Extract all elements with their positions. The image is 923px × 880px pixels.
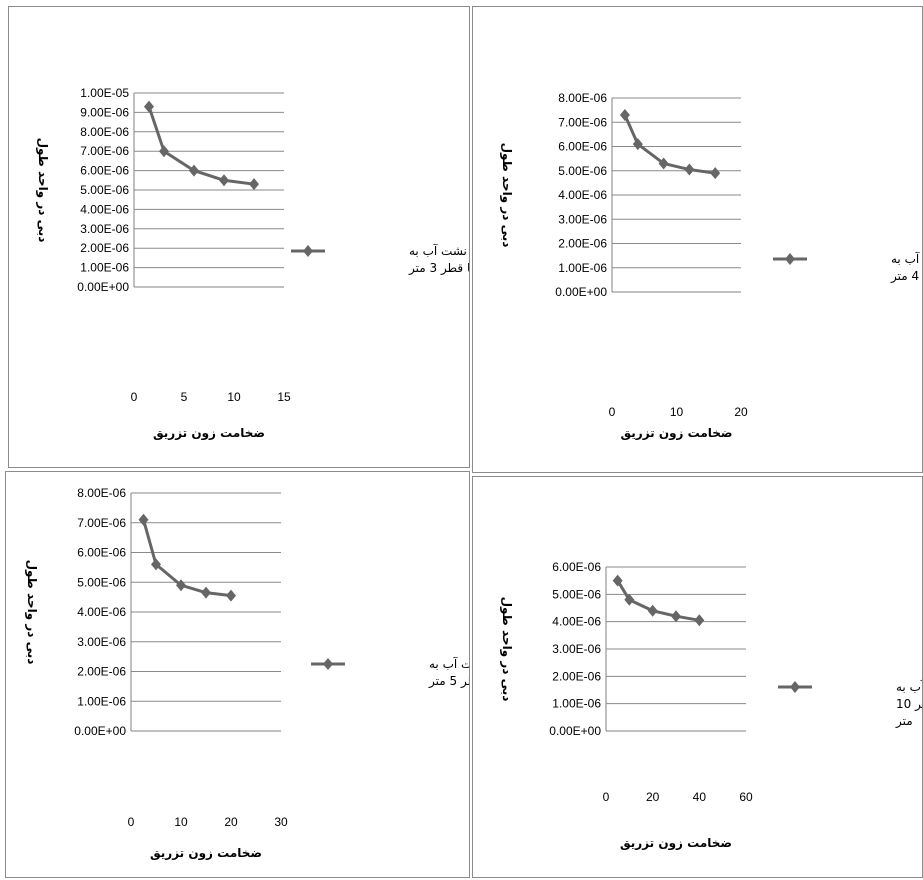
y-tick-label: 4.00E-06 — [77, 605, 126, 619]
y-tick-label: 0.00E+00 — [555, 285, 607, 299]
y-tick-label: 1.00E-05 — [80, 86, 129, 100]
y-tick-label: 2.00E-06 — [552, 669, 601, 683]
data-point-marker — [619, 108, 630, 121]
x-tick-label: 0 — [609, 405, 616, 419]
y-tick-label: 9.00E-06 — [80, 105, 129, 119]
data-point-marker — [684, 163, 695, 176]
chart-1: 0.00E+00 1.00E-06 2.00E-06 3.00E-06 4.00E-06… — [35, 86, 469, 441]
data-point-marker — [647, 604, 658, 617]
y-tick-label: 4.00E-06 — [80, 202, 129, 216]
y-tick-label: 5.00E-06 — [558, 164, 607, 178]
data-point-marker — [624, 593, 635, 606]
data-point-marker — [632, 138, 643, 151]
series-line — [147, 106, 255, 186]
y-tick-label: 4.00E-06 — [552, 615, 601, 629]
x-axis-title: ضخامت زون تزریق — [620, 426, 732, 441]
y-axis-title: دبی در واحد طول — [499, 143, 514, 248]
y-tick-label: 7.00E-06 — [558, 115, 607, 129]
x-tick-label: 0 — [131, 390, 138, 404]
y-tick-label: 0.00E+00 — [549, 724, 601, 738]
y-tick-label: 6.00E-06 — [558, 140, 607, 154]
chart-2: 0.00E+00 1.00E-06 2.00E-06 3.00E-06 4.00E-06… — [499, 91, 922, 441]
y-tick-label: 0.00E+00 — [74, 724, 126, 738]
y-tick-label: 5.00E-06 — [77, 575, 126, 589]
data-point-marker — [694, 614, 705, 627]
x-tick-label: 0 — [603, 790, 610, 804]
chart-panel-2: 0.00E+00 1.00E-06 2.00E-06 3.00E-06 4.00E-06… — [472, 6, 923, 473]
y-tick-label: 2.00E-06 — [80, 241, 129, 255]
y-tick-label: 5.00E-06 — [552, 587, 601, 601]
legend-marker — [785, 253, 795, 265]
x-axis-title: ضخامت زون تزریق — [150, 846, 262, 861]
x-tick-label: 60 — [739, 790, 753, 804]
x-tick-label: 30 — [274, 815, 288, 829]
x-axis-title: ضخامت زون تزریق — [153, 426, 265, 441]
x-tick-label: 5 — [181, 390, 188, 404]
data-point-marker — [159, 145, 169, 158]
y-tick-label: 3.00E-06 — [552, 642, 601, 656]
y-tick-label: 3.00E-06 — [80, 222, 129, 236]
y-tick-label: 1.00E-06 — [77, 694, 126, 708]
data-point-marker — [138, 513, 149, 526]
y-tick-label: 1.00E-06 — [558, 261, 607, 275]
y-tick-label: 1.00E-06 — [552, 697, 601, 711]
y-tick-label: 3.00E-06 — [77, 635, 126, 649]
x-tick-label: 20 — [734, 405, 748, 419]
legend-label: میزان نشت آب بهتونل با قطر 3 متر — [408, 243, 469, 276]
x-tick-label: 40 — [693, 790, 707, 804]
data-point-marker — [671, 610, 681, 623]
y-tick-label: 0.00E+00 — [77, 280, 129, 294]
y-tick-label: 8.00E-06 — [80, 125, 129, 139]
y-axis-title: دبی در واحد طول — [24, 560, 39, 665]
chart-panel-4: 0.00E+00 1.00E-06 2.00E-06 3.00E-06 4.00E-06… — [472, 476, 923, 878]
y-tick-label: 6.00E-06 — [80, 164, 129, 178]
data-point-marker — [176, 579, 186, 592]
data-point-marker — [612, 574, 623, 587]
chart-3: 0.00E+00 1.00E-06 2.00E-06 3.00E-06 4.00E-06… — [24, 486, 469, 861]
x-tick-label: 10 — [670, 405, 684, 419]
y-tick-label: 6.00E-06 — [552, 560, 601, 574]
x-tick-label: 10 — [227, 390, 241, 404]
y-tick-label: 2.00E-06 — [77, 665, 126, 679]
data-point-marker — [151, 558, 161, 571]
data-point-marker — [658, 157, 669, 170]
chart-panel-3: 0.00E+00 1.00E-06 2.00E-06 3.00E-06 4.00E-06… — [5, 471, 470, 878]
legend-marker — [303, 245, 313, 257]
chart-panel-1: 0.00E+00 1.00E-06 2.00E-06 3.00E-06 4.00E-06… — [8, 6, 470, 468]
data-point-marker — [189, 164, 199, 177]
legend-label: نمودار نشت آب بهتونل با قطر 5 متر — [428, 656, 469, 689]
x-tick-label: 0 — [128, 815, 135, 829]
y-tick-label: 8.00E-06 — [77, 486, 126, 500]
x-tick-label: 20 — [224, 815, 238, 829]
data-point-marker — [710, 167, 721, 180]
series-line — [142, 519, 232, 598]
data-point-marker — [219, 174, 229, 187]
y-tick-label: 8.00E-06 — [558, 91, 607, 105]
x-tick-label: 10 — [174, 815, 188, 829]
x-tick-label: 15 — [277, 390, 291, 404]
legend-marker — [323, 658, 333, 670]
data-point-marker — [249, 178, 259, 191]
y-tick-label: 1.00E-06 — [80, 261, 129, 275]
y-axis-title: دبی در واحد طول — [35, 138, 50, 243]
y-tick-label: 7.00E-06 — [80, 144, 129, 158]
x-tick-label: 20 — [646, 790, 660, 804]
legend-marker — [790, 681, 800, 693]
y-tick-label: 5.00E-06 — [80, 183, 129, 197]
y-tick-label: 3.00E-06 — [558, 212, 607, 226]
y-tick-label: 4.00E-06 — [558, 188, 607, 202]
data-point-marker — [201, 586, 211, 599]
y-tick-label: 7.00E-06 — [77, 516, 126, 530]
x-axis-title: ضخامت زون تزریق — [620, 836, 732, 851]
y-tick-label: 6.00E-06 — [77, 546, 126, 560]
y-axis-title: دبی در واحد طول — [499, 597, 514, 702]
data-point-marker — [226, 589, 236, 602]
data-point-marker — [144, 100, 154, 113]
chart-4: 0.00E+00 1.00E-06 2.00E-06 3.00E-06 4.00E-06… — [499, 560, 922, 851]
y-tick-label: 2.00E-06 — [558, 237, 607, 251]
legend-label: نمودار نشت آب بهتونل با قطر 4 متر — [890, 251, 922, 284]
